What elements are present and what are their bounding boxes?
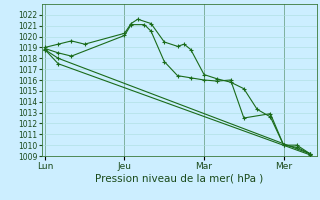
X-axis label: Pression niveau de la mer( hPa ): Pression niveau de la mer( hPa ) (95, 173, 263, 183)
